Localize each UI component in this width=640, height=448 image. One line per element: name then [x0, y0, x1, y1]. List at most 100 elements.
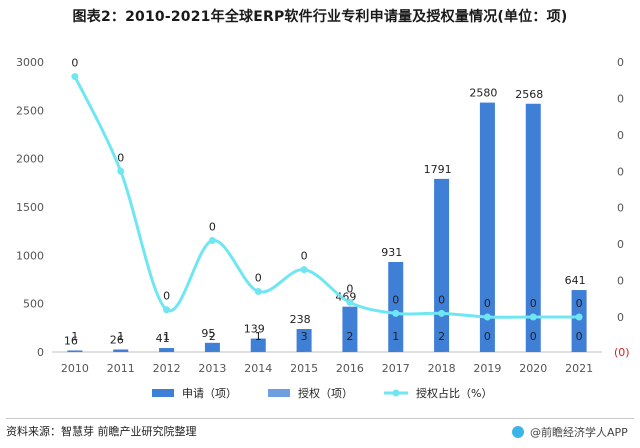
- ratio-data-label: 0: [576, 297, 583, 310]
- apply-data-label: 238: [290, 313, 311, 326]
- apply-data-label: 26: [110, 333, 124, 346]
- ratio-point: [529, 313, 537, 321]
- ratio-point: [300, 266, 308, 274]
- y-tick-label: 3000: [16, 56, 44, 69]
- apply-bar: [388, 262, 404, 352]
- grant-data-label: 1: [255, 330, 262, 343]
- x-tick-label: 2013: [198, 362, 226, 375]
- y2-tick-label: 0: [617, 129, 624, 142]
- apply-bar: [204, 342, 220, 352]
- grant-data-label: 3: [301, 330, 308, 343]
- y-tick-label: 500: [23, 298, 44, 311]
- legend-ratio-marker: [392, 389, 400, 397]
- legend-ratio-label: 授权占比（%）: [416, 386, 492, 400]
- watermark-logo-icon: [512, 426, 524, 438]
- apply-data-label: 2568: [515, 88, 543, 101]
- y2-tick-label: 0: [617, 92, 624, 105]
- grant-data-label: 0: [576, 330, 583, 343]
- apply-data-label: 1791: [424, 163, 452, 176]
- ratio-data-label: 0: [438, 293, 445, 306]
- x-tick-label: 2015: [290, 362, 318, 375]
- grant-data-label: 1: [392, 330, 399, 343]
- y-tick-label: 2500: [16, 104, 44, 117]
- apply-data-label: 16: [64, 334, 78, 347]
- x-tick-label: 2021: [565, 362, 593, 375]
- ratio-data-label: 0: [209, 221, 216, 234]
- apply-data-label: 139: [244, 323, 265, 336]
- ratio-data-label: 0: [301, 250, 308, 263]
- x-tick-label: 2011: [107, 362, 135, 375]
- apply-data-label: 95: [201, 327, 215, 340]
- apply-data-label: 2580: [469, 87, 497, 100]
- x-tick-label: 2014: [244, 362, 272, 375]
- x-tick-label: 2016: [336, 362, 364, 375]
- y2-tick-label: 0: [617, 275, 624, 288]
- y2-tick-label: 0: [617, 238, 624, 251]
- apply-bar: [434, 178, 450, 352]
- source-note: 资料来源：智慧芽 前瞻产业研究院整理: [6, 425, 197, 438]
- y2-tick-label: 0: [617, 202, 624, 215]
- y2-tick-label: 0: [617, 56, 624, 69]
- apply-bar: [296, 328, 312, 352]
- grant-data-label: 0: [484, 330, 491, 343]
- legend-apply-label: 申请（项）: [182, 387, 237, 400]
- grant-data-label: 2: [438, 330, 445, 343]
- ratio-point: [71, 73, 79, 81]
- legend-grant-label: 授权（项）: [298, 386, 353, 400]
- ratio-point: [438, 309, 446, 317]
- chart-title: 图表2：2010-2021年全球ERP软件行业专利申请量及授权量情况(单位：项): [72, 9, 568, 25]
- apply-bar: [571, 290, 587, 352]
- grant-data-label: 1: [117, 330, 124, 343]
- ratio-data-label: 0: [255, 272, 262, 285]
- y-tick-label: 1500: [16, 201, 44, 214]
- grant-data-label: 1: [163, 330, 170, 343]
- y-tick-label: 1000: [16, 249, 44, 262]
- grant-data-label: 1: [71, 330, 78, 343]
- apply-bar: [342, 306, 358, 352]
- apply-bar: [479, 102, 495, 352]
- y2-tick-label: 0: [617, 311, 624, 324]
- legend-grant-swatch: [268, 389, 290, 397]
- ratio-point: [254, 288, 262, 295]
- ratio-point: [346, 298, 354, 306]
- ratio-data-label: 0: [117, 151, 124, 164]
- apply-bar: [525, 103, 541, 352]
- y2-tick-label: 0: [617, 165, 624, 178]
- ratio-point: [163, 306, 171, 314]
- x-tick-label: 2020: [519, 362, 547, 375]
- apply-bar: [67, 350, 83, 352]
- ratio-data-label: 0: [392, 293, 399, 306]
- footer-divider: [6, 418, 634, 419]
- ratio-data-label: 0: [71, 57, 78, 70]
- watermark-text: @前瞻经济学人APP: [527, 424, 631, 440]
- ratio-point: [208, 237, 216, 244]
- x-tick-label: 2019: [473, 362, 501, 375]
- x-tick-label: 2012: [153, 362, 181, 375]
- apply-bar: [113, 349, 129, 352]
- apply-data-label: 641: [565, 274, 586, 287]
- apply-data-label: 41: [156, 332, 170, 345]
- grant-data-label: 2: [209, 330, 216, 343]
- grant-data-label: 2: [346, 330, 353, 343]
- apply-bar: [159, 348, 175, 352]
- x-tick-label: 2017: [382, 362, 410, 375]
- x-tick-label: 2010: [61, 362, 89, 375]
- ratio-data-label: 0: [530, 297, 537, 310]
- apply-bar: [250, 338, 266, 352]
- apply-data-label: 931: [381, 246, 402, 259]
- y-tick-label: 2000: [16, 153, 44, 166]
- ratio-data-label: 0: [346, 282, 353, 295]
- y2-bottom-label: (0): [614, 346, 630, 359]
- grant-data-label: 0: [530, 330, 537, 343]
- y-tick-label: 0: [37, 346, 44, 359]
- ratio-line: [73, 75, 580, 319]
- ratio-point: [575, 313, 583, 321]
- x-tick-label: 2018: [428, 362, 456, 375]
- ratio-point: [483, 313, 491, 321]
- ratio-point: [117, 167, 125, 175]
- ratio-data-label: 0: [163, 290, 170, 303]
- ratio-point: [392, 309, 400, 317]
- ratio-data-label: 0: [484, 297, 491, 310]
- legend-apply-swatch: [152, 389, 174, 397]
